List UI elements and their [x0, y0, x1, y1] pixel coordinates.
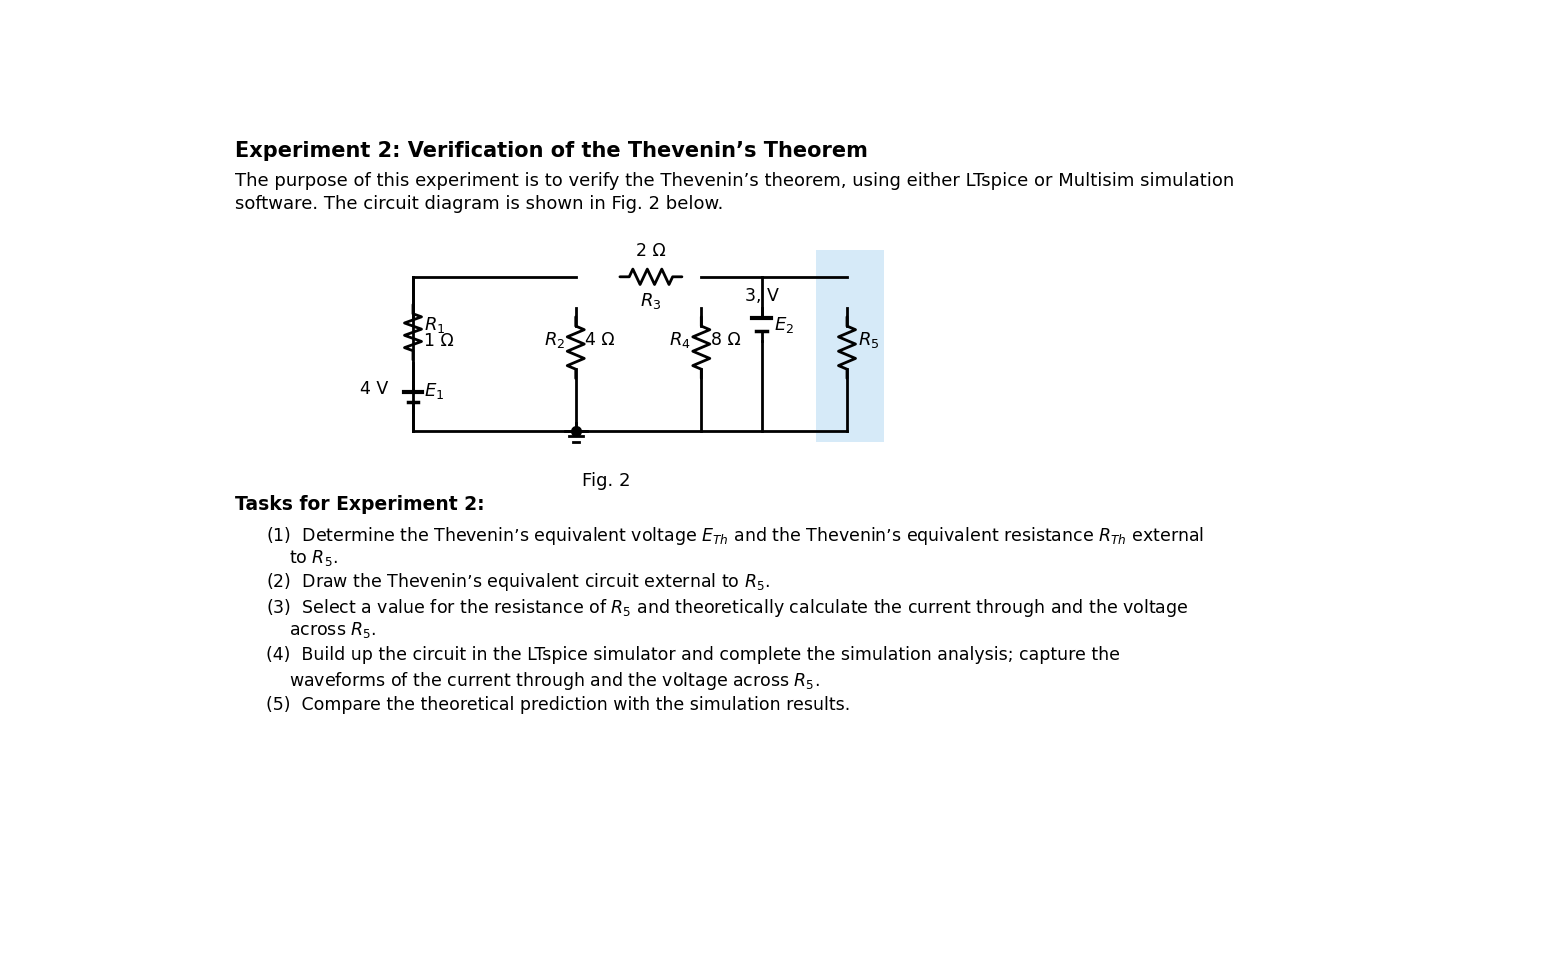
Text: across $R_5$.: across $R_5$.: [289, 620, 376, 641]
Text: 1 Ω: 1 Ω: [423, 332, 453, 351]
Text: 4 V: 4 V: [361, 380, 389, 399]
Text: (4)  Build up the circuit in the LTspice simulator and complete the simulation a: (4) Build up the circuit in the LTspice …: [265, 646, 1120, 665]
Text: $R_2$: $R_2$: [544, 330, 564, 350]
Text: 4 Ω: 4 Ω: [585, 330, 615, 349]
Text: (5)  Compare the theoretical prediction with the simulation results.: (5) Compare the theoretical prediction w…: [265, 696, 850, 713]
Text: to $R_5$.: to $R_5$.: [289, 548, 337, 568]
Text: $E_2$: $E_2$: [775, 315, 795, 334]
Text: (3)  Select a value for the resistance of $R_5$ and theoretically calculate the : (3) Select a value for the resistance of…: [265, 597, 1189, 619]
Text: Experiment 2: Verification of the Thevenin’s Theorem: Experiment 2: Verification of the Theven…: [235, 141, 867, 161]
Bar: [815, 250, 884, 442]
Text: Fig. 2: Fig. 2: [582, 472, 630, 491]
Text: $E_1$: $E_1$: [423, 381, 444, 400]
Text: $R_3$: $R_3$: [640, 291, 662, 311]
Text: Tasks for Experiment 2:: Tasks for Experiment 2:: [235, 496, 485, 514]
Text: $R_4$: $R_4$: [668, 330, 690, 350]
Text: 3, V: 3, V: [745, 288, 779, 305]
Text: $R_5$: $R_5$: [858, 330, 880, 350]
Text: 8 Ω: 8 Ω: [710, 330, 740, 349]
Text: The purpose of this experiment is to verify the Thevenin’s theorem, using either: The purpose of this experiment is to ver…: [235, 172, 1234, 191]
Text: 2 Ω: 2 Ω: [637, 242, 666, 260]
Text: software. The circuit diagram is shown in Fig. 2 below.: software. The circuit diagram is shown i…: [235, 195, 723, 213]
Text: $R_1$: $R_1$: [423, 315, 445, 334]
Text: (2)  Draw the Thevenin’s equivalent circuit external to $R_5$.: (2) Draw the Thevenin’s equivalent circu…: [265, 571, 770, 593]
Text: (1)  Determine the Thevenin’s equivalent voltage $E_{Th}$ and the Thevenin’s equ: (1) Determine the Thevenin’s equivalent …: [265, 525, 1204, 546]
Text: waveforms of the current through and the voltage across $R_5$.: waveforms of the current through and the…: [289, 670, 820, 691]
